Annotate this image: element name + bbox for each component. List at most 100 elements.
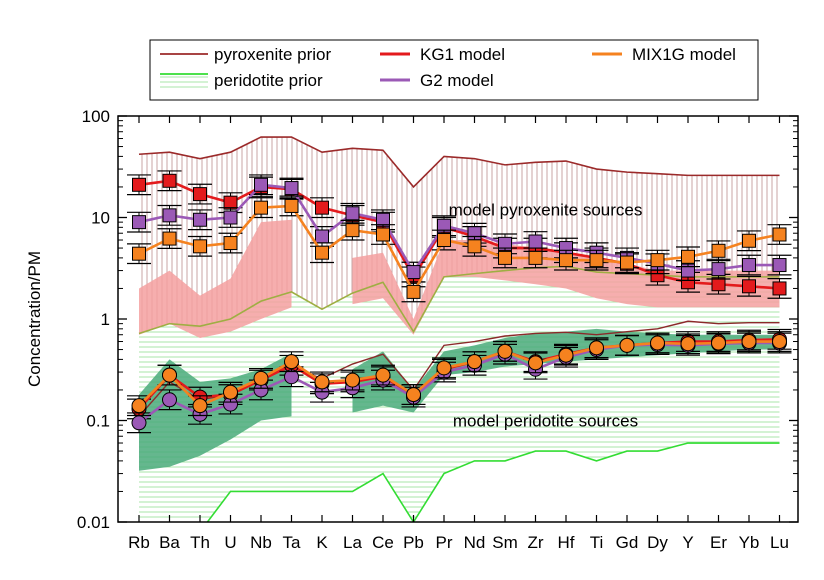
data-point (162, 173, 177, 188)
data-point (528, 234, 543, 249)
data-point (741, 334, 757, 350)
model-band-peridotite-1 (352, 328, 780, 413)
data-point (772, 281, 787, 296)
data-point (375, 367, 391, 383)
data-point (254, 177, 268, 192)
series-line (138, 183, 780, 275)
data-point (223, 384, 238, 400)
legend-swatch-peridotite-fill (160, 74, 208, 88)
series-line (138, 340, 780, 408)
legend-item-g2-model: G2 model (380, 71, 494, 90)
series-line (138, 341, 780, 424)
data-point (620, 255, 634, 270)
data-point (680, 336, 696, 352)
data-point (711, 277, 726, 292)
data-point (406, 265, 421, 280)
data-point (711, 335, 726, 351)
x-tick-label: Ta (283, 533, 302, 552)
x-tick-label: La (343, 533, 362, 552)
data-point (711, 262, 726, 277)
data-point (162, 208, 177, 223)
x-tick-label: Hf (558, 533, 575, 552)
data-point (711, 243, 726, 258)
legend-label: pyroxenite prior (214, 45, 332, 64)
x-tick-label: Th (190, 533, 210, 552)
data-point (742, 279, 756, 294)
x-tick-label: Y (682, 533, 693, 552)
data-point (223, 236, 238, 251)
y-tick-label: 0.1 (86, 412, 110, 431)
series-mix1g-model-pyroxenite (127, 195, 792, 303)
model-band-pyroxenite-1 (352, 240, 780, 335)
data-point (558, 347, 574, 363)
x-tick-label: Ce (372, 533, 394, 552)
data-point (376, 227, 390, 242)
legend-item-peridotite-prior: peridotite prior (160, 71, 323, 90)
data-point (589, 253, 604, 268)
data-point (497, 343, 513, 359)
data-point (193, 239, 207, 254)
series-line (138, 179, 780, 290)
legend-item-kg1-model: KG1 model (380, 45, 505, 64)
data-point (650, 335, 665, 351)
x-tick-label: Rb (128, 533, 150, 552)
data-point (528, 355, 543, 371)
legend-item-mix1g-model: MIX1G model (592, 45, 736, 64)
prior-region-pyroxenite (139, 137, 780, 334)
y-tick-label: 0.01 (77, 513, 110, 532)
data-point (742, 258, 756, 273)
series-line (138, 204, 780, 295)
data-point (132, 177, 146, 192)
prior-region-peridotite (139, 266, 780, 522)
data-point (742, 233, 756, 248)
x-tick-label: K (316, 533, 328, 552)
legend-label: G2 model (420, 71, 494, 90)
legend-frame (149, 39, 759, 101)
data-point (559, 253, 573, 268)
data-point (192, 398, 208, 414)
x-tick-label: Nb (250, 533, 272, 552)
data-point (314, 374, 330, 390)
data-point (345, 206, 360, 221)
data-point (162, 231, 177, 246)
x-tick-label: Sm (492, 533, 518, 552)
data-point (131, 398, 147, 414)
data-point (193, 187, 207, 202)
x-tick-label: Pr (436, 533, 453, 552)
legend-label: KG1 model (420, 45, 505, 64)
prior-regions (139, 137, 780, 522)
axes: 0.01 0.1 1 10 100 Rb Ba Th U Nb Ta K La Ce Pb Pr Nd Sm Zr H… (77, 107, 798, 552)
x-tick-label: Pb (403, 533, 424, 552)
x-tick-label: Zr (527, 533, 543, 552)
data-point (467, 354, 482, 370)
data-point (315, 245, 329, 260)
data-point (132, 246, 146, 261)
data-point (193, 212, 207, 227)
data-point (436, 360, 452, 376)
data-point (467, 239, 482, 254)
series-mix1g-model-peridotite (127, 331, 792, 417)
x-tick-label: Ti (590, 533, 604, 552)
x-tick-label: Lu (770, 533, 789, 552)
x-tick-label: Ba (159, 533, 180, 552)
legend-item-pyroxenite-prior: pyroxenite prior (160, 45, 332, 64)
data-point (132, 215, 146, 230)
x-tick-label: Dy (647, 533, 668, 552)
data-point (498, 250, 512, 265)
data-point (223, 210, 238, 225)
model-band-pyroxenite-0 (139, 219, 292, 338)
data-point (284, 354, 299, 370)
data-point (406, 387, 421, 403)
data-point (528, 250, 543, 265)
data-point (681, 249, 695, 264)
data-point (345, 223, 360, 238)
data-point (131, 415, 147, 431)
data-point (772, 334, 787, 350)
peridotite-prior-lower (206, 442, 780, 522)
data-point (315, 200, 329, 215)
data-point (589, 340, 604, 356)
data-point (437, 233, 451, 248)
data-point (284, 198, 299, 213)
data-point (345, 372, 360, 388)
